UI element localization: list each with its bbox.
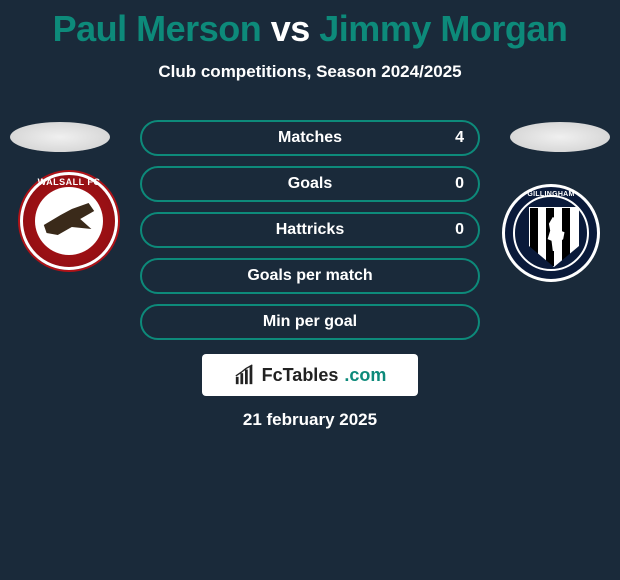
player2-photo — [510, 122, 610, 152]
stat-right-value: 0 — [455, 221, 464, 239]
stat-row-matches: Matches 4 — [140, 120, 480, 156]
stat-right-value: 4 — [455, 129, 464, 147]
stat-right-value: 0 — [455, 175, 464, 193]
fctables-logo: FcTables.com — [202, 354, 418, 396]
vs-text: vs — [271, 8, 310, 49]
player1-name: Paul Merson — [53, 8, 262, 49]
stat-row-hattricks: Hattricks 0 — [140, 212, 480, 248]
stat-row-min-per-goal: Min per goal — [140, 304, 480, 340]
player2-name: Jimmy Morgan — [319, 8, 567, 49]
stat-label: Hattricks — [276, 221, 344, 239]
gillingham-badge: GILLINGHAM — [502, 184, 600, 282]
date-text: 21 february 2025 — [0, 410, 620, 430]
swift-icon — [41, 201, 97, 241]
subtitle: Club competitions, Season 2024/2025 — [0, 62, 620, 82]
walsall-badge-inner — [35, 187, 103, 255]
walsall-badge: WALSALL FC — [20, 172, 118, 270]
club-badge-left: WALSALL FC — [20, 172, 118, 270]
stat-label: Matches — [278, 129, 342, 147]
walsall-badge-text: WALSALL FC — [23, 177, 115, 187]
chart-icon — [234, 364, 256, 386]
stat-label: Goals — [288, 175, 332, 193]
stat-label: Min per goal — [263, 313, 357, 331]
logo-brand: FcTables — [262, 365, 339, 386]
stat-row-goals: Goals 0 — [140, 166, 480, 202]
page-title: Paul Merson vs Jimmy Morgan — [0, 0, 620, 50]
club-badge-right: GILLINGHAM — [502, 184, 600, 282]
stat-pills: Matches 4 Goals 0 Hattricks 0 Goals per … — [140, 120, 480, 350]
stat-label: Goals per match — [247, 267, 372, 285]
stat-row-goals-per-match: Goals per match — [140, 258, 480, 294]
logo-suffix: .com — [344, 365, 386, 386]
player1-photo — [10, 122, 110, 152]
